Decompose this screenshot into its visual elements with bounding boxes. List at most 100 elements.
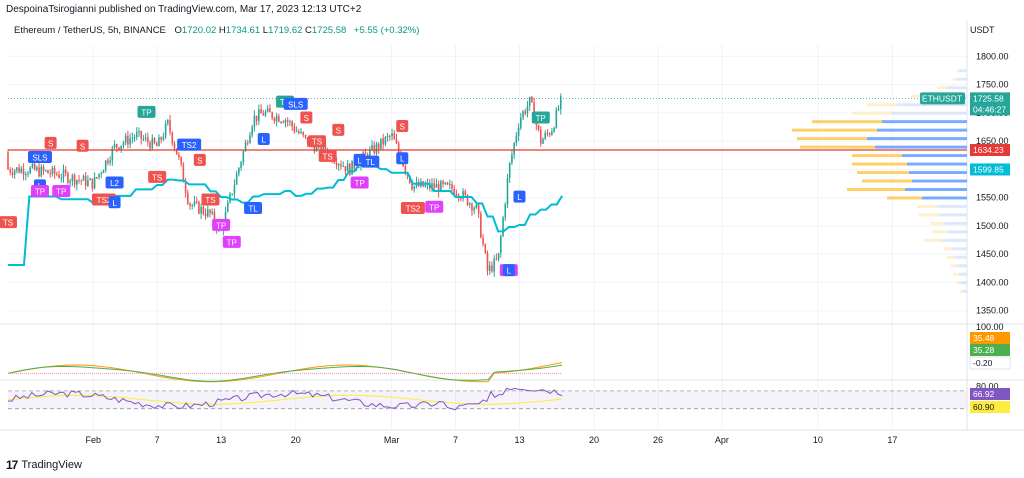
x-tick-label: 26 [653, 435, 663, 445]
candle-body [258, 109, 260, 121]
candle-body [306, 136, 309, 145]
candle-body [9, 169, 12, 173]
candle-body [175, 148, 178, 155]
volume-profile-bar [945, 221, 967, 225]
candle-body [506, 178, 509, 204]
low-value: 1719.62 [268, 25, 303, 36]
y-tick-label: 1450.00 [976, 249, 1009, 259]
candle-body [544, 133, 547, 139]
volume-profile-bar [924, 238, 942, 242]
publisher-line: DespoinaTsirogianni published on Trading… [6, 4, 362, 15]
candle-body [413, 186, 416, 190]
signal-label: TP [429, 203, 439, 212]
candle-body [542, 138, 544, 144]
candle-body [291, 121, 293, 127]
candle-body [304, 134, 307, 137]
y-tick-label: 1650.00 [976, 136, 1009, 146]
candle-body [519, 117, 522, 128]
candle-body [286, 120, 289, 122]
signal-label: S [304, 114, 309, 123]
candle-body [160, 137, 162, 140]
volume-profile-bar [867, 103, 897, 107]
volume-profile-bar [947, 230, 967, 234]
volume-profile-bar [947, 255, 955, 259]
candle-body [451, 184, 453, 190]
volume-profile-bar [902, 154, 967, 158]
candle-body [107, 160, 109, 164]
candle-body [206, 209, 209, 217]
candle-body [377, 143, 380, 149]
volume-profile-bar [912, 179, 967, 183]
volume-profile-bar [905, 188, 967, 191]
candle-body [298, 131, 300, 134]
candle-body [51, 167, 54, 175]
candle-body [113, 144, 116, 148]
volume-profile-bar [897, 103, 967, 107]
signal-label-bg [0, 216, 17, 229]
candle-body [464, 191, 467, 195]
candle-body [502, 217, 504, 237]
signal-label: L [262, 135, 267, 144]
candle-body [260, 109, 262, 114]
candle-body [253, 115, 256, 127]
volume-profile-bar [919, 213, 939, 217]
volume-profile-bar [944, 247, 952, 251]
candle-body [169, 120, 171, 133]
volume-profile-bar [937, 204, 967, 208]
candle-body [289, 121, 291, 123]
y-tick-label: 1800.00 [976, 51, 1009, 61]
volume-profile-bar [942, 238, 967, 242]
signal-label: S [197, 156, 202, 165]
footer-brand: TradingView [21, 459, 82, 471]
volume-profile-bar [852, 111, 892, 115]
candle-body [462, 191, 464, 199]
candle-body [69, 180, 71, 183]
x-tick-label: 7 [453, 435, 458, 445]
signal-label: L [112, 199, 117, 208]
candle-body [504, 203, 507, 218]
candle-body [280, 121, 282, 123]
signal-label-bg [350, 176, 369, 189]
candle-body [200, 206, 202, 214]
candle-body [73, 175, 76, 185]
signal-label-bg [257, 132, 270, 145]
candle-body [513, 143, 515, 155]
candle-body [182, 164, 185, 183]
volume-profile-bar [959, 69, 967, 73]
indicator-tag: 35.28 [973, 345, 995, 355]
signal-label: S [336, 126, 341, 135]
volume-profile-bar [952, 247, 967, 251]
signal-label-bg [400, 201, 425, 214]
signal-label: TL [366, 158, 376, 167]
candle-body [226, 202, 229, 212]
signal-label-bg [201, 193, 220, 206]
volume-profile-bar [852, 154, 902, 158]
volume-profile-bar [953, 272, 959, 276]
low-label: L [262, 25, 269, 36]
candles [7, 93, 562, 277]
candle-body [162, 136, 165, 140]
candle-body [386, 136, 389, 138]
candle-body [18, 167, 20, 173]
candle-body [526, 106, 529, 114]
candle-body [31, 163, 34, 168]
candle-body [213, 211, 216, 223]
candle-body [375, 143, 378, 154]
candle-body [60, 177, 63, 179]
high-label: H [218, 25, 226, 36]
candle-body [246, 142, 249, 144]
candle-body [87, 180, 89, 186]
candle-body [109, 160, 111, 164]
volume-profile-bar [862, 179, 912, 183]
candle-body [435, 184, 438, 188]
candle-body [511, 154, 513, 163]
indicator-tag-bg [970, 388, 1010, 400]
candle-body [133, 137, 136, 139]
candle-body [484, 244, 487, 253]
candle-body [89, 178, 91, 181]
volume-profile-bar [867, 137, 967, 141]
signal-label: TP [227, 238, 237, 247]
x-tick-label: Apr [715, 435, 729, 445]
signal-label-bg [332, 123, 345, 136]
